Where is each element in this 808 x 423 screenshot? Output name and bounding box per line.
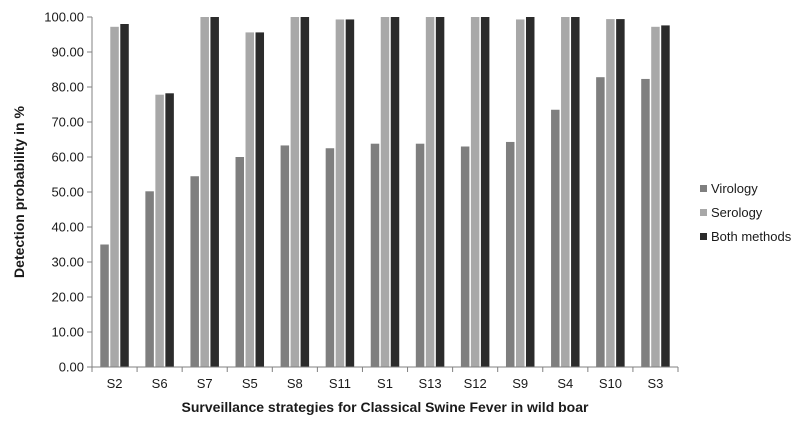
legend-swatch-virology [700, 185, 707, 192]
y-tick-label: 30.00 [51, 255, 84, 270]
bar-s9-virology [505, 141, 515, 367]
x-tick-label-s10: S10 [599, 376, 622, 391]
bar-s9-both-methods [525, 17, 535, 367]
y-tick-label: 20.00 [51, 290, 84, 305]
y-tick-label: 10.00 [51, 325, 84, 340]
bar-s12-serology [470, 17, 480, 367]
bar-s2-virology [100, 244, 109, 367]
legend-label-virology: Virology [711, 181, 758, 196]
bar-s2-serology [110, 26, 119, 368]
x-tick-label-s4: S4 [557, 376, 573, 391]
bar-s12-both-methods [480, 17, 490, 367]
bar-s2-both-methods [120, 24, 129, 367]
bar-s10-virology [596, 77, 605, 367]
x-tick-label-s6: S6 [152, 376, 168, 391]
x-tick-label-s12: S12 [464, 376, 487, 391]
bar-s1-serology [380, 17, 390, 367]
bar-s4-serology [561, 17, 570, 367]
y-tick-label: 50.00 [51, 185, 84, 200]
x-tick-label-s3: S3 [648, 376, 664, 391]
legend-swatch-both-methods [700, 233, 707, 240]
bar-s6-virology [145, 191, 154, 367]
bar-s10-serology [606, 19, 615, 367]
x-tick-label-s5: S5 [242, 376, 258, 391]
bar-s11-virology [325, 148, 335, 367]
legend-label-both-methods: Both methods [711, 229, 792, 244]
y-tick-label: 90.00 [51, 45, 84, 60]
legend: Virology Serology Both methods [700, 181, 792, 244]
x-tick-label-s2: S2 [107, 376, 123, 391]
bar-s3-virology [641, 78, 650, 367]
bar-s9-serology [515, 19, 525, 367]
x-ticks-layer: S2 S6 S7 S5 S8 S11 S1 S13 S12 S9 S4 S10 S3 [91, 367, 679, 391]
bar-s11-both-methods [345, 19, 355, 367]
bar-s1-both-methods [390, 17, 400, 367]
bar-s5-both-methods [255, 32, 265, 368]
y-axis-title: Detection probability in % [11, 105, 27, 277]
y-tick-label: 60.00 [51, 150, 84, 165]
y-ticks-layer: 0.00 10.00 20.00 30.00 40.00 50.00 60.00 70.00 8… [44, 10, 92, 375]
bar-s13-virology [415, 143, 425, 367]
bar-s6-both-methods [165, 93, 174, 368]
bar-s3-both-methods [661, 25, 670, 368]
bar-s7-serology [200, 17, 209, 367]
x-tick-label-s8: S8 [287, 376, 303, 391]
bar-s12-virology [460, 146, 470, 367]
bar-s4-virology [551, 109, 560, 367]
x-axis-title: Surveillance strategies for Classical Sw… [182, 399, 589, 415]
x-tick-label-s9: S9 [512, 376, 528, 391]
x-tick-label-s13: S13 [419, 376, 442, 391]
x-tick-label-s1: S1 [377, 376, 393, 391]
y-tick-label: 100.00 [44, 10, 84, 25]
x-tick-label-s11: S11 [329, 376, 351, 391]
bar-s8-virology [280, 145, 290, 367]
bar-s3-serology [651, 26, 660, 368]
y-tick-label: 0.00 [59, 360, 84, 375]
bar-s8-both-methods [300, 17, 310, 367]
bar-s10-both-methods [616, 19, 625, 367]
x-tick-label-s7: S7 [197, 376, 213, 391]
bar-s4-both-methods [571, 17, 580, 367]
bar-s6-serology [155, 94, 164, 367]
bar-s13-serology [425, 17, 435, 367]
bar-s7-both-methods [210, 17, 219, 367]
legend-label-serology: Serology [711, 205, 763, 220]
y-tick-label: 40.00 [51, 220, 84, 235]
bar-s7-virology [190, 176, 199, 367]
bar-s13-both-methods [435, 17, 445, 367]
bar-s5-virology [235, 157, 245, 367]
bar-s11-serology [335, 19, 345, 367]
y-tick-label: 70.00 [51, 115, 84, 130]
bar-s8-serology [290, 17, 300, 367]
bar-s5-serology [245, 32, 255, 368]
bar-s1-virology [370, 143, 380, 367]
bars-layer [100, 17, 670, 368]
y-tick-label: 80.00 [51, 80, 84, 95]
legend-swatch-serology [700, 209, 707, 216]
